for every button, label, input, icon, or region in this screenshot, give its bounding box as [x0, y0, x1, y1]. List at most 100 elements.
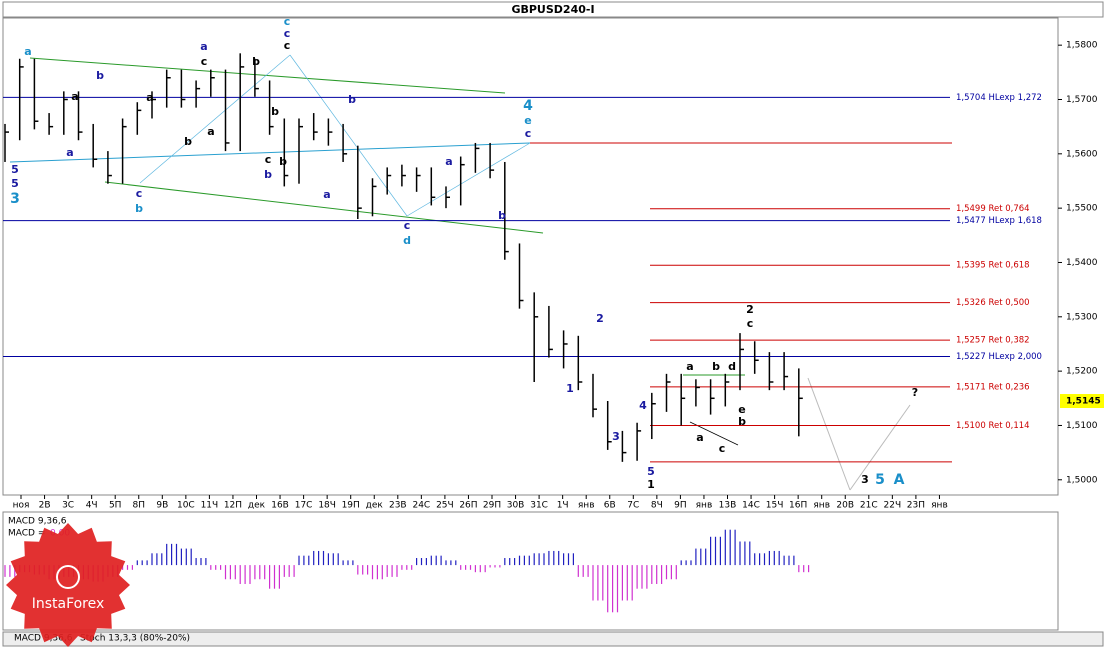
- wave-label: b: [271, 105, 279, 118]
- x-tick-label: дек: [248, 501, 266, 511]
- wave-label: a: [71, 90, 78, 103]
- x-tick-label: 8П: [133, 501, 146, 511]
- x-tick-label: 10С: [177, 501, 195, 511]
- wave-label: a: [323, 188, 330, 201]
- x-tick-label: 4Ч: [86, 501, 98, 511]
- wave-label: b: [738, 415, 746, 428]
- wave-label: 1: [566, 382, 574, 395]
- wave-label: 5: [647, 465, 655, 478]
- wave-label: 3: [861, 473, 869, 486]
- wave-label: d: [403, 234, 411, 247]
- wave-label: b: [498, 209, 506, 222]
- x-tick-label: 15Ч: [766, 501, 784, 511]
- x-tick-label: 3С: [62, 501, 74, 511]
- x-tick-label: 9В: [156, 501, 168, 511]
- x-tick-label: 22Ч: [884, 501, 902, 511]
- macd-pane: [2, 511, 1059, 631]
- x-tick-label: 5П: [109, 501, 122, 511]
- price-pane: [2, 17, 1059, 496]
- trendline: [104, 181, 544, 234]
- tab[interactable]: Stoch 13,3,3 (80%-20%): [80, 634, 190, 644]
- x-tick-label: 12П: [224, 501, 242, 511]
- level-label: 1,5227 HLexp 2,000: [956, 352, 1042, 362]
- watermark-text: InstaForex: [32, 596, 105, 612]
- trendline: [29, 57, 506, 94]
- tab-bar: [2, 631, 1104, 647]
- x-tick-label: 14С: [742, 501, 760, 511]
- chart-title: GBPUSD240-I: [511, 3, 594, 16]
- wave-label: A: [894, 472, 905, 488]
- wave-label: c: [404, 219, 411, 232]
- x-tick-label: 23В: [389, 501, 407, 511]
- wave-label: b: [135, 202, 143, 215]
- x-tick-label: 1Ч: [557, 501, 569, 511]
- wave-label: d: [728, 360, 736, 373]
- macd-title: MACD 9,36,6: [8, 517, 67, 527]
- x-tick-label: 6В: [604, 501, 616, 511]
- wave-label: b: [184, 135, 192, 148]
- x-tick-label: 23П: [907, 501, 925, 511]
- x-tick-label: 7С: [627, 501, 639, 511]
- level-label: 1,5257 Ret 0,382: [956, 336, 1030, 346]
- y-tick-label: 1,5300: [1066, 312, 1098, 322]
- wave-label: c: [284, 39, 291, 52]
- wave-label: 4: [639, 399, 647, 412]
- wave-label: c: [525, 127, 532, 140]
- y-tick-label: 1,5600: [1066, 149, 1098, 159]
- wave-label: ?: [912, 386, 918, 399]
- wave-label: a: [66, 146, 73, 159]
- wave-label: c: [201, 55, 208, 68]
- wave-label: b: [279, 155, 287, 168]
- x-tick-label: 24С: [412, 501, 430, 511]
- x-tick-label: 2В: [39, 501, 51, 511]
- y-tick-label: 1,5800: [1066, 41, 1098, 51]
- wave-label: c: [284, 15, 291, 28]
- wave-label: 3: [612, 430, 620, 443]
- wave-label: a: [207, 125, 214, 138]
- wave-label: c: [265, 153, 272, 166]
- wave-label: b: [96, 69, 104, 82]
- wave-label: e: [524, 114, 531, 127]
- level-label: 1,5477 HLexp 1,618: [956, 216, 1042, 226]
- level-label: 1,5704 HLexp 1,272: [956, 93, 1042, 103]
- wave-label: a: [445, 155, 452, 168]
- x-tick-label: 20В: [836, 501, 854, 511]
- wave-label: a: [200, 40, 207, 53]
- wave-label: a: [146, 91, 153, 104]
- y-tick-label: 1,5100: [1066, 421, 1098, 431]
- level-label: 1,5100 Ret 0,114: [956, 421, 1030, 431]
- trendline: [139, 54, 291, 184]
- x-tick-label: 29П: [483, 501, 501, 511]
- x-tick-label: ноя: [13, 501, 30, 511]
- trendlines: [9, 54, 911, 491]
- x-tick-label: 8Ч: [651, 501, 663, 511]
- wave-label: c: [136, 187, 143, 200]
- x-tick-label: дек: [366, 501, 384, 511]
- x-tick-label: янв: [931, 501, 948, 511]
- y-tick-label: 1,5700: [1066, 95, 1098, 105]
- x-tick-label: 16В: [271, 501, 289, 511]
- wave-label: b: [348, 93, 356, 106]
- wave-label: c: [284, 27, 291, 40]
- wave-label: 4: [523, 98, 533, 114]
- projection: [807, 377, 851, 491]
- wave-label: c: [719, 442, 726, 455]
- y-tick-label: 1,5400: [1066, 258, 1098, 268]
- x-tick-label: 19П: [342, 501, 360, 511]
- x-tick-label: 25Ч: [436, 501, 454, 511]
- x-tick-label: 13В: [719, 501, 737, 511]
- wave-label: b: [252, 55, 260, 68]
- x-tick-label: 21С: [860, 501, 878, 511]
- x-tick-label: янв: [813, 501, 830, 511]
- y-tick-label: 1,5500: [1066, 204, 1098, 214]
- wave-label: e: [738, 403, 745, 416]
- x-tick-label: янв: [696, 501, 713, 511]
- wave-label: 2: [746, 303, 754, 316]
- wave-label: a: [686, 360, 693, 373]
- wave-label: 5: [875, 472, 885, 488]
- x-tick-label: янв: [578, 501, 595, 511]
- level-label: 1,5499 Ret 0,764: [956, 204, 1030, 214]
- price-tag-label: 1,5145: [1066, 397, 1101, 407]
- wave-label: b: [264, 168, 272, 181]
